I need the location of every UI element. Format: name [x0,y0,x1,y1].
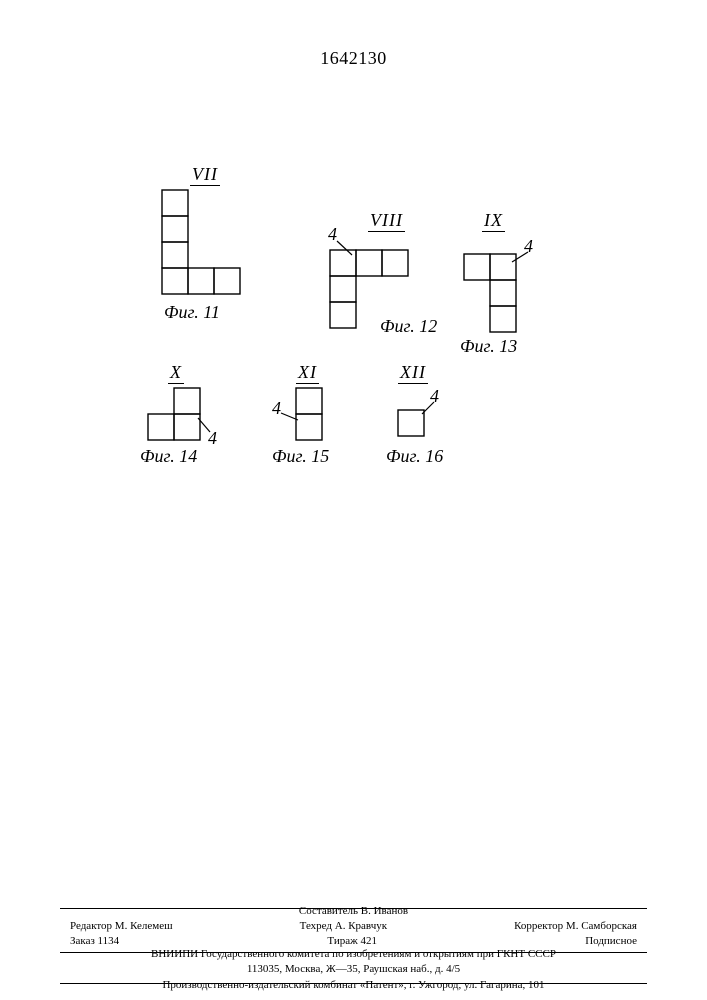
roman-f16: XII [398,362,428,384]
page: 1642130 VIIФиг. 11VIIIФиг. 124IXФиг. 134… [0,0,707,1000]
roman-f15: XI [296,362,319,384]
callout-line-f13 [510,250,530,264]
corrector: Корректор М. Самборская [514,919,637,934]
callout-line-f14 [196,416,212,434]
roman-f14: X [168,362,184,384]
address-line: 113035, Москва, Ж—35, Раушская наб., д. … [0,962,707,977]
compiler-line: Составитель В. Иванов [0,904,707,919]
caption-f15: Фиг. 15 [272,446,329,467]
caption-f13: Фиг. 13 [460,336,517,357]
vniipi-line: ВНИИПИ Государственного комитета по изоб… [0,947,707,962]
caption-f11: Фиг. 11 [164,302,220,323]
shape-f11 [161,189,242,296]
editor: Редактор М. Келемеш [70,919,173,934]
caption-f12: Фиг. 12 [380,316,437,337]
caption-f14: Фиг. 14 [140,446,197,467]
shape-f13 [463,253,518,334]
credits-block-2: ВНИИПИ Государственного комитета по изоб… [0,947,707,977]
callout-line-f16 [420,400,436,416]
document-number: 1642130 [0,48,707,69]
callout-line-f12 [335,239,354,257]
publisher-line: Производственно-издательский комбинат «П… [0,978,707,993]
credits-row-1: Редактор М. Келемеш Техред А. Кравчук Ко… [0,919,707,934]
callout-line-f15 [279,411,300,422]
roman-f13: IX [482,210,505,232]
credits-block: Составитель В. Иванов Редактор М. Келеме… [0,904,707,949]
credits-block-3: Производственно-издательский комбинат «П… [0,978,707,993]
caption-f16: Фиг. 16 [386,446,443,467]
roman-f12: VIII [368,210,405,232]
tech: Техред А. Кравчук [300,919,387,934]
shape-f14 [147,387,202,442]
roman-f11: VII [190,164,220,186]
